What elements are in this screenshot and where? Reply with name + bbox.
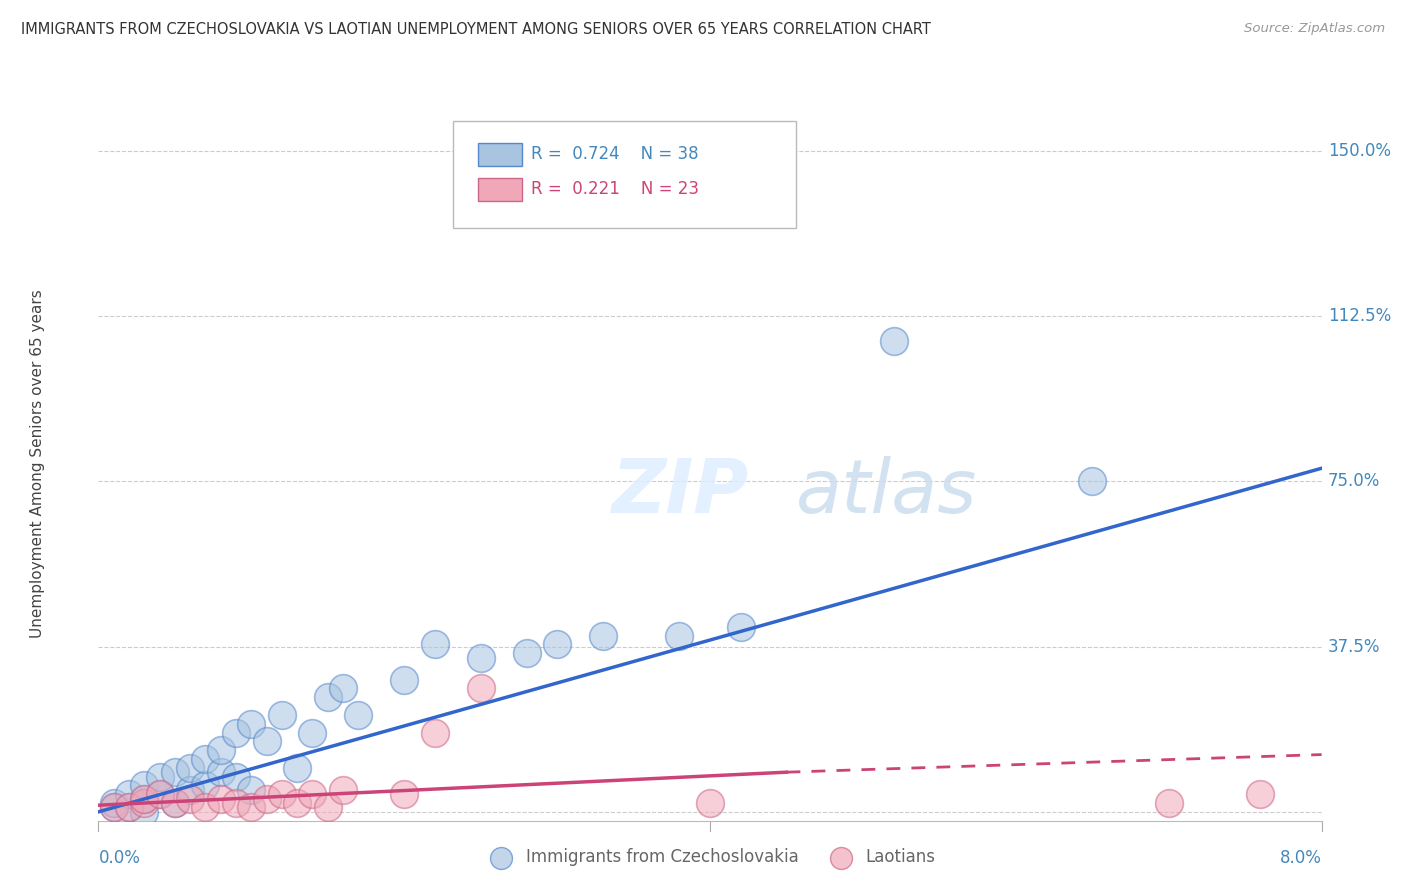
Point: [194, 778, 217, 792]
Point: [1081, 475, 1104, 489]
Point: [423, 725, 446, 739]
Text: 8.0%: 8.0%: [1279, 849, 1322, 867]
Point: [285, 761, 308, 775]
Point: [256, 791, 278, 805]
Point: [209, 791, 232, 805]
Point: [470, 650, 492, 665]
Point: [179, 761, 201, 775]
Text: R =  0.221    N = 23: R = 0.221 N = 23: [531, 180, 699, 198]
Point: [301, 787, 323, 801]
Point: [225, 796, 247, 810]
Point: [316, 800, 339, 814]
Text: 75.0%: 75.0%: [1327, 473, 1381, 491]
Point: [392, 787, 416, 801]
Point: [240, 716, 263, 731]
Point: [592, 629, 614, 643]
Point: [103, 800, 125, 814]
Point: [118, 800, 141, 814]
Point: [194, 752, 217, 766]
Point: [668, 629, 690, 643]
Point: [209, 765, 232, 780]
Text: 112.5%: 112.5%: [1327, 307, 1391, 326]
Point: [149, 770, 172, 784]
Text: atlas: atlas: [796, 457, 977, 528]
Text: Unemployment Among Seniors over 65 years: Unemployment Among Seniors over 65 years: [30, 290, 45, 638]
Point: [1157, 796, 1180, 810]
Point: [118, 787, 141, 801]
Text: IMMIGRANTS FROM CZECHOSLOVAKIA VS LAOTIAN UNEMPLOYMENT AMONG SENIORS OVER 65 YEA: IMMIGRANTS FROM CZECHOSLOVAKIA VS LAOTIA…: [21, 22, 931, 37]
Point: [516, 646, 538, 660]
Point: [225, 725, 247, 739]
Text: 37.5%: 37.5%: [1327, 638, 1381, 656]
FancyBboxPatch shape: [478, 178, 522, 202]
Point: [103, 800, 125, 814]
Point: [332, 782, 354, 797]
Point: [225, 770, 247, 784]
Text: ZIP: ZIP: [612, 456, 749, 529]
Point: [209, 743, 232, 757]
Point: [103, 796, 125, 810]
Point: [270, 787, 294, 801]
Point: [240, 800, 263, 814]
Point: [134, 791, 156, 805]
Text: 150.0%: 150.0%: [1327, 142, 1391, 160]
Point: [392, 673, 416, 687]
Point: [301, 725, 323, 739]
Legend: Immigrants from Czechoslovakia, Laotians: Immigrants from Czechoslovakia, Laotians: [478, 842, 942, 873]
Point: [316, 690, 339, 705]
Point: [423, 637, 446, 651]
Point: [163, 765, 186, 780]
Point: [285, 796, 308, 810]
Point: [730, 620, 752, 634]
Point: [149, 787, 172, 801]
Point: [699, 796, 721, 810]
Text: R =  0.724    N = 38: R = 0.724 N = 38: [531, 145, 699, 163]
Point: [240, 782, 263, 797]
Point: [134, 778, 156, 792]
Text: 0.0%: 0.0%: [98, 849, 141, 867]
Point: [134, 805, 156, 819]
Point: [883, 334, 905, 348]
Point: [163, 796, 186, 810]
Point: [163, 796, 186, 810]
Point: [1249, 787, 1271, 801]
Text: Source: ZipAtlas.com: Source: ZipAtlas.com: [1244, 22, 1385, 36]
Point: [256, 734, 278, 748]
Point: [347, 707, 370, 722]
Point: [118, 800, 141, 814]
FancyBboxPatch shape: [478, 144, 522, 166]
Point: [149, 787, 172, 801]
Point: [270, 707, 294, 722]
Point: [470, 681, 492, 696]
Point: [332, 681, 354, 696]
Point: [194, 800, 217, 814]
Point: [546, 637, 568, 651]
FancyBboxPatch shape: [453, 121, 796, 228]
Point: [134, 796, 156, 810]
Point: [179, 782, 201, 797]
Point: [179, 791, 201, 805]
Point: [134, 791, 156, 805]
